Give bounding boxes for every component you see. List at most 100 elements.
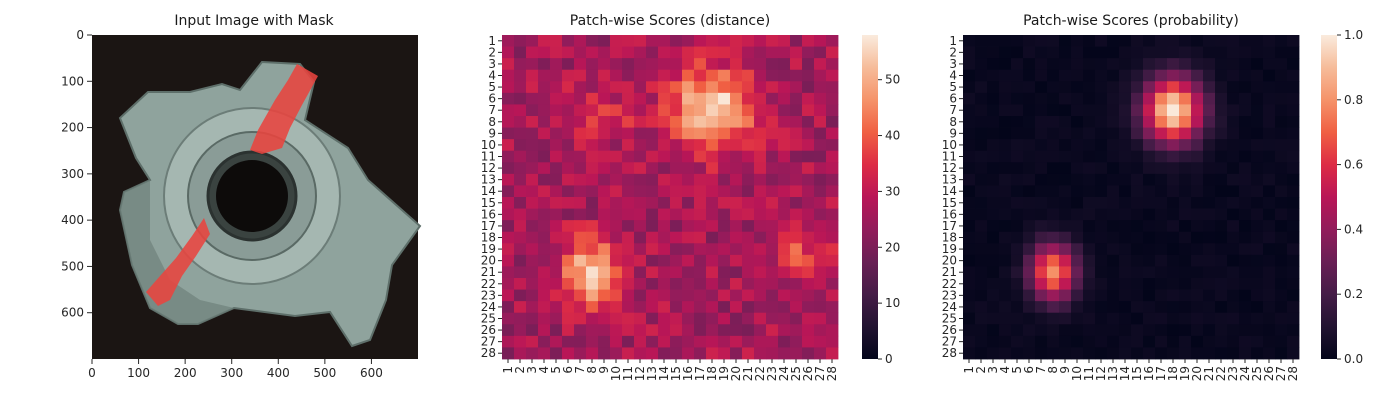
heatmap-cell — [1131, 347, 1144, 360]
heatmap-cell — [526, 197, 539, 209]
heatmap-cell — [646, 289, 659, 302]
heatmap-cell — [670, 69, 683, 82]
heatmap-cell — [562, 347, 575, 360]
heatmap-cell — [802, 104, 815, 117]
heatmap-cell — [1251, 312, 1264, 325]
heatmap-cell — [778, 197, 791, 209]
heatmap-cell — [1095, 220, 1108, 233]
heatmap-cell — [706, 324, 719, 337]
heatmap-cell — [538, 220, 551, 233]
heatmap-cell — [1083, 243, 1096, 256]
heatmap-cell — [526, 69, 539, 82]
heatmap-cell — [1263, 162, 1276, 175]
heatmap-cell — [1023, 58, 1036, 71]
heatmap-cell — [1251, 197, 1264, 209]
y-tick-label: 3 — [488, 57, 496, 71]
heatmap-cell — [1263, 254, 1276, 267]
y-tick-label: 12 — [481, 161, 496, 175]
heatmap-cell — [1251, 185, 1264, 198]
heatmap-cell — [682, 254, 695, 267]
heatmap-cell — [814, 139, 827, 152]
heatmap-cell — [1275, 301, 1288, 314]
heatmap-cell — [814, 116, 827, 128]
heatmap-cell — [975, 116, 988, 128]
x-tick-label: 12 — [1094, 366, 1108, 381]
heatmap-cell — [742, 162, 755, 175]
heatmap-cell — [598, 81, 611, 94]
y-tick-label: 15 — [942, 196, 957, 210]
heatmap-cell — [1263, 266, 1276, 279]
heatmap-cell — [766, 289, 779, 302]
heatmap-cell — [1095, 69, 1108, 82]
heatmap-cell — [526, 278, 539, 290]
heatmap-cell — [550, 301, 563, 314]
heatmap-cell — [742, 139, 755, 152]
heatmap-cell — [975, 243, 988, 256]
heatmap-cell — [730, 324, 743, 337]
y-tick-label: 300 — [61, 167, 84, 181]
heatmap-cell — [550, 243, 563, 256]
heatmap-cell — [1047, 162, 1060, 175]
heatmap-cell — [718, 243, 731, 256]
heatmap-cell — [1203, 197, 1216, 209]
y-tick-label: 12 — [942, 161, 957, 175]
heatmap-cell — [975, 231, 988, 244]
heatmap-cell — [646, 92, 659, 105]
x-tick-label: 10 — [609, 366, 623, 381]
heatmap-cell — [1119, 278, 1132, 290]
x-tick-label: 5 — [1010, 366, 1024, 374]
heatmap-cell — [1071, 58, 1084, 71]
heatmap-cell — [1011, 278, 1024, 290]
nut-hole — [216, 160, 288, 232]
heatmap-cell — [706, 208, 719, 221]
heatmap-cell — [1203, 127, 1216, 140]
heatmap-cell — [706, 301, 719, 314]
heatmap-cell — [622, 220, 635, 233]
x-tick-label: 500 — [313, 366, 336, 380]
heatmap-cell — [598, 46, 611, 59]
heatmap-cell — [1095, 312, 1108, 325]
heatmap-cell — [1011, 81, 1024, 94]
heatmap-cell — [502, 35, 515, 47]
heatmap-cell — [1287, 324, 1300, 337]
heatmap-cell — [975, 69, 988, 82]
heatmap-cell — [826, 312, 839, 325]
heatmap-cell — [658, 231, 671, 244]
heatmap-cell — [502, 208, 515, 221]
heatmap-cell — [682, 301, 695, 314]
heatmap-cell — [790, 347, 803, 360]
heatmap-cell — [1179, 139, 1192, 152]
heatmap-cell — [963, 139, 976, 152]
heatmap-cell — [1251, 81, 1264, 94]
colorbar-probability-ticks: 0.00.20.40.60.81.0 — [1337, 28, 1363, 366]
heatmap-cell — [802, 127, 815, 140]
heatmap-cell — [814, 278, 827, 290]
heatmap-cell — [742, 301, 755, 314]
heatmap-cell — [526, 116, 539, 128]
heatmap-cell — [538, 278, 551, 290]
heatmap-cell — [1071, 347, 1084, 360]
heatmap-cell — [514, 324, 527, 337]
heatmap-cell — [658, 185, 671, 198]
heatmap-cell — [646, 335, 659, 348]
heatmap-cell — [1167, 289, 1180, 302]
heatmap-cell — [1239, 197, 1252, 209]
heatmap-cell — [999, 139, 1012, 152]
heatmap-cell — [586, 278, 599, 290]
heatmap-cell — [1275, 104, 1288, 117]
heatmap-cell — [562, 81, 575, 94]
heatmap-cell — [778, 266, 791, 279]
title-distance: Patch-wise Scores (distance) — [570, 13, 770, 29]
heatmap-cell — [718, 197, 731, 209]
heatmap-cell — [1023, 231, 1036, 244]
heatmap-cell — [1035, 312, 1048, 325]
x-tick-label: 16 — [681, 366, 695, 381]
heatmap-cell — [1131, 266, 1144, 279]
heatmap-cell — [1275, 92, 1288, 105]
heatmap-cell — [670, 173, 683, 186]
heatmap-cell — [586, 301, 599, 314]
heatmap-cell — [1287, 69, 1300, 82]
heatmap-cell — [1239, 254, 1252, 267]
heatmap-cell — [754, 231, 767, 244]
heatmap-cell — [1155, 46, 1168, 59]
